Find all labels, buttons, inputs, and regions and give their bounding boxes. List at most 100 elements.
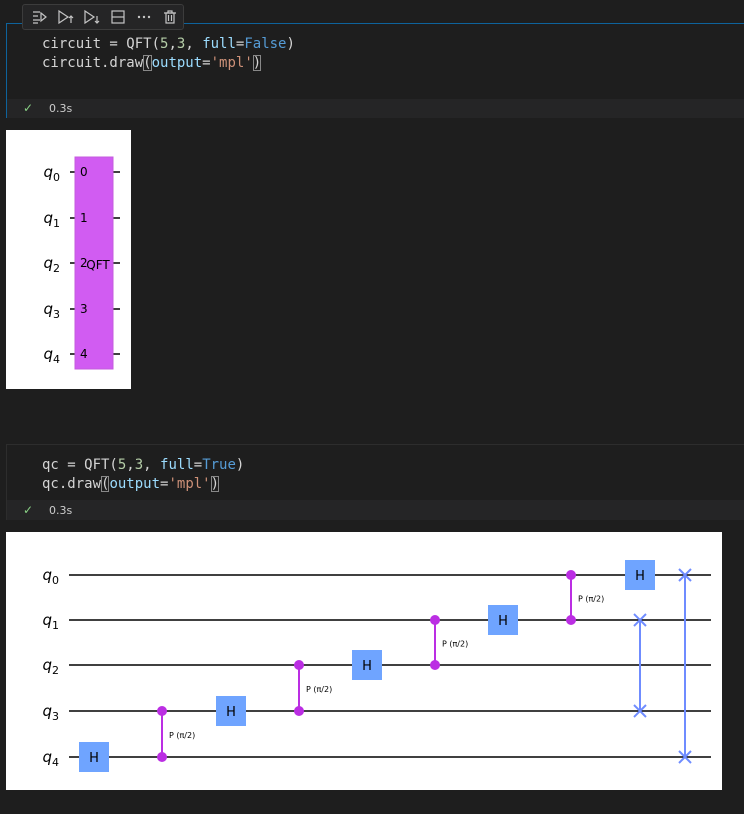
- code-token: 5: [160, 36, 169, 52]
- code-line: qc.draw(output='mpl'): [42, 475, 220, 494]
- qubit-index: 4: [53, 353, 60, 366]
- code-token: 'mpl': [168, 476, 211, 492]
- swap-cross: [678, 750, 692, 764]
- code-token: ): [235, 457, 245, 473]
- code-token: qc.draw: [42, 476, 102, 492]
- phase-label: P (π/2): [578, 595, 604, 604]
- swap-cross: [633, 613, 647, 627]
- qubit-letter: q: [42, 702, 52, 720]
- qubit-letter: q: [43, 300, 53, 318]
- circuit-output-2: q0 q1 q2 q3 q4 H P (π/2) H P (π/2) H P (π/2) H P (π/…: [6, 532, 722, 790]
- split-cell-icon[interactable]: [105, 6, 131, 28]
- qubit-letter: q: [43, 345, 53, 363]
- qubit-letter: q: [43, 254, 53, 272]
- code-token: qc = QFT(: [42, 457, 118, 473]
- qubit-label: q0: [42, 566, 59, 587]
- qubit-label: q0: [43, 163, 60, 184]
- h-gate-label: H: [635, 569, 645, 584]
- code-token: 3: [176, 36, 186, 52]
- code-cell-1[interactable]: circuit = QFT(5,3, full=False) circuit.d…: [6, 23, 744, 118]
- code-token: ): [210, 476, 220, 492]
- code-token: ): [286, 36, 295, 52]
- qubit-label: q1: [42, 611, 59, 632]
- code-editor[interactable]: circuit = QFT(5,3, full=False) circuit.d…: [7, 24, 744, 99]
- code-token: circuit.draw: [42, 55, 144, 71]
- code-token: ,: [185, 36, 203, 52]
- qubit-label: q3: [43, 300, 60, 321]
- code-line: circuit = QFT(5,3, full=False): [42, 35, 295, 54]
- code-token: =: [235, 36, 245, 52]
- execute-below-icon[interactable]: [79, 6, 105, 28]
- code-token: full: [160, 457, 194, 473]
- qubit-index: 1: [52, 619, 59, 632]
- code-line: qc = QFT(5,3, full=True): [42, 456, 244, 475]
- success-check-icon: ✓: [23, 503, 34, 517]
- qft-input-index: 2: [80, 256, 88, 270]
- code-token: ,: [143, 457, 161, 473]
- code-token: output: [151, 55, 203, 71]
- qubit-letter: q: [42, 748, 52, 766]
- delete-icon[interactable]: [157, 6, 183, 28]
- qubit-label: q4: [43, 345, 60, 366]
- control-dot: [157, 706, 167, 716]
- code-token: =: [202, 55, 211, 71]
- code-line: circuit.draw(output='mpl'): [42, 54, 262, 73]
- code-token: circuit = QFT(: [42, 36, 161, 52]
- qubit-label: q1: [43, 209, 60, 230]
- qubit-letter: q: [43, 209, 53, 227]
- control-dot: [430, 660, 440, 670]
- code-token: ,: [168, 36, 177, 52]
- control-dot: [566, 615, 576, 625]
- code-token: =: [160, 476, 169, 492]
- code-token: (: [143, 55, 152, 71]
- cell-status-bar: ✓ 0.3s: [7, 500, 744, 520]
- qft-input-index: 1: [80, 211, 88, 225]
- h-gate: [79, 742, 109, 772]
- control-dot: [157, 752, 167, 762]
- qubit-letter: q: [42, 656, 52, 674]
- qubit-index: 3: [52, 710, 59, 723]
- execution-time: 0.3s: [49, 504, 73, 517]
- execute-above-icon[interactable]: [53, 6, 79, 28]
- control-dot: [294, 660, 304, 670]
- h-gate-label: H: [89, 751, 99, 766]
- qft-gate-block: [74, 156, 114, 370]
- qubit-label: q3: [42, 702, 59, 723]
- qubit-index: 3: [53, 308, 60, 321]
- cell-status-bar: ✓ 0.3s: [7, 99, 744, 118]
- qft-input-index: 4: [80, 347, 88, 361]
- qft-input-index: 0: [80, 165, 88, 179]
- control-dot: [566, 570, 576, 580]
- cell-toolbar: [22, 4, 184, 30]
- phase-label: P (π/2): [442, 640, 468, 649]
- qubit-label: q2: [42, 656, 59, 677]
- phase-label: P (π/2): [306, 685, 332, 694]
- h-gate-label: H: [498, 614, 508, 629]
- code-token: True: [202, 457, 236, 473]
- code-token: 3: [134, 457, 144, 473]
- success-check-icon: ✓: [23, 101, 34, 115]
- h-gate: [352, 650, 382, 680]
- code-token: full: [202, 36, 236, 52]
- code-token: False: [244, 36, 287, 52]
- h-gate: [625, 560, 655, 590]
- qubit-letter: q: [42, 611, 52, 629]
- qubit-index: 4: [52, 756, 59, 769]
- qubit-label: q4: [42, 748, 59, 769]
- control-dot: [430, 615, 440, 625]
- qubit-letter: q: [42, 566, 52, 584]
- code-token: ,: [126, 457, 135, 473]
- code-token: (: [101, 476, 110, 492]
- qubit-label: q2: [43, 254, 60, 275]
- code-token: ): [252, 55, 262, 71]
- swap-cross: [633, 704, 647, 718]
- qubit-index: 2: [52, 664, 59, 677]
- h-gate: [488, 605, 518, 635]
- code-cell-2[interactable]: qc = QFT(5,3, full=True) qc.draw(output=…: [6, 444, 744, 520]
- more-icon[interactable]: [131, 6, 157, 28]
- phase-label: P (π/2): [169, 731, 195, 740]
- run-by-line-icon[interactable]: [27, 6, 53, 28]
